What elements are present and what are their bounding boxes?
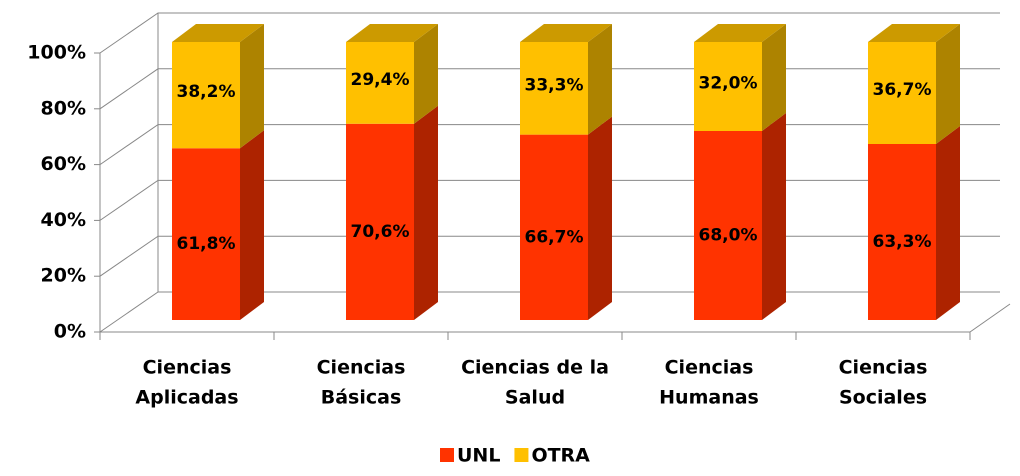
axis-line <box>969 303 1011 333</box>
bar-side <box>588 116 612 320</box>
data-label: 66,7% <box>525 227 584 247</box>
y-tick-label: 80% <box>41 97 86 119</box>
data-label: 61,8% <box>177 234 236 254</box>
data-label: 70,6% <box>351 222 410 242</box>
y-tick-label: 60% <box>41 153 86 175</box>
bar-side <box>414 105 438 321</box>
legend-label: OTRA <box>531 445 590 467</box>
bar-side <box>414 24 438 124</box>
bar-front <box>520 134 588 320</box>
bar-front <box>868 144 936 320</box>
data-label: 38,2% <box>177 82 236 102</box>
y-tick-label: 0% <box>54 321 86 343</box>
bar-side <box>240 130 264 320</box>
bar-side <box>936 126 960 320</box>
bar-segment <box>172 24 264 149</box>
bar-side <box>936 24 960 145</box>
data-label: 63,3% <box>873 232 932 252</box>
x-tick-label: Ciencias <box>665 357 754 379</box>
bar-segment <box>694 24 786 131</box>
bar-front <box>520 42 588 135</box>
data-label: 68,0% <box>699 225 758 245</box>
legend-swatch <box>514 448 529 462</box>
bar-side <box>762 112 786 321</box>
bar-front <box>172 42 240 149</box>
bar-front <box>346 123 414 321</box>
bar-side <box>240 24 264 149</box>
bar-segment <box>694 112 786 321</box>
data-label: 33,3% <box>525 75 584 95</box>
bar-segment <box>346 105 438 321</box>
bar-top <box>868 24 960 42</box>
data-label: 32,0% <box>699 73 758 93</box>
x-tick-label: Salud <box>505 387 565 409</box>
x-tick-label: Aplicadas <box>135 387 238 409</box>
x-tick-label: Ciencias <box>143 357 232 379</box>
legend-label: UNL <box>457 445 500 467</box>
bar-segment <box>868 24 960 145</box>
bar-top <box>694 24 786 42</box>
bar-top <box>346 24 438 42</box>
bar-front <box>694 42 762 131</box>
bar-segment <box>346 24 438 124</box>
legend-swatch <box>440 448 454 462</box>
x-tick-label: Ciencias <box>317 357 406 379</box>
y-tick-label: 100% <box>27 42 86 64</box>
bar-segment <box>520 24 612 135</box>
data-label: 36,7% <box>873 80 932 100</box>
bar-top <box>520 24 612 42</box>
x-tick-label: Básicas <box>321 387 402 409</box>
grid-line <box>99 12 1000 54</box>
data-label: 29,4% <box>351 70 410 90</box>
y-tick-label: 20% <box>41 265 86 287</box>
x-tick-label: Ciencias de la <box>461 357 609 379</box>
bar-front <box>868 42 936 145</box>
bar-front <box>346 42 414 124</box>
bar-top <box>172 24 264 42</box>
bar-segment <box>868 126 960 320</box>
bar-side <box>588 24 612 135</box>
y-tick-label: 40% <box>41 209 86 231</box>
bar-segment <box>520 116 612 320</box>
x-tick-label: Humanas <box>659 387 759 409</box>
bar-front <box>694 130 762 320</box>
bar-side <box>762 24 786 131</box>
x-tick-label: Ciencias <box>839 357 928 379</box>
x-tick-label: Sociales <box>839 387 927 409</box>
bar-segment <box>172 130 264 320</box>
bar-front <box>172 148 240 320</box>
